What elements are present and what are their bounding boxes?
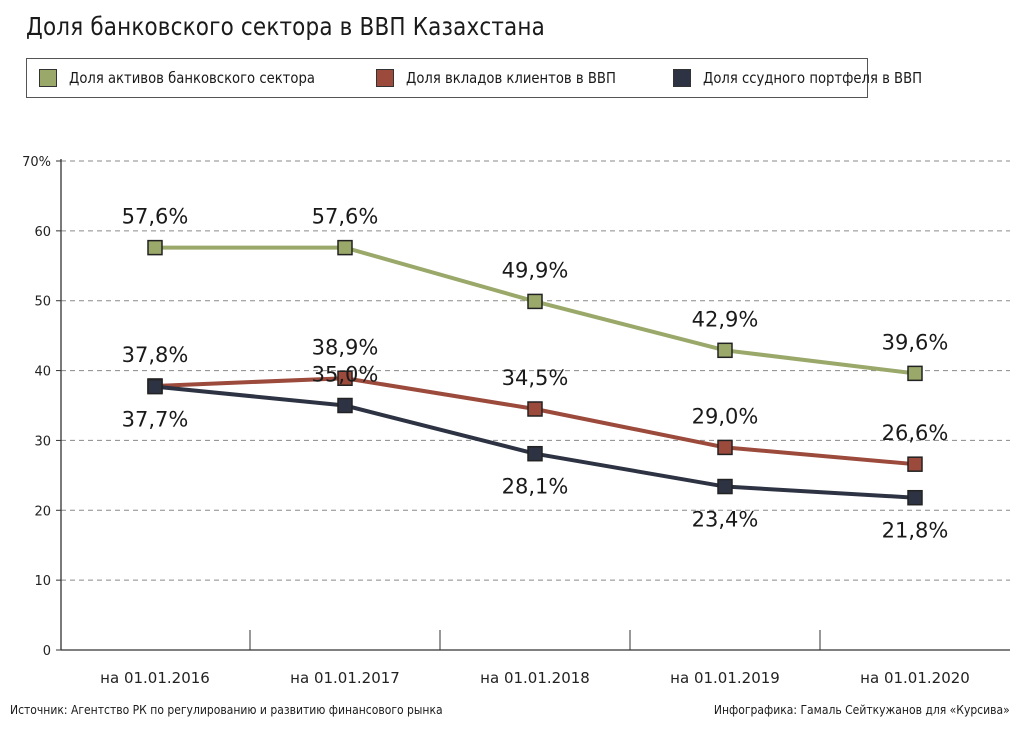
- y-tick-label: 50: [34, 295, 51, 310]
- data-label-assets: 39,6%: [882, 330, 949, 354]
- legend-item-loans: Доля ссудного портфеля в ВВП: [673, 69, 952, 87]
- data-label-assets: 49,9%: [502, 258, 569, 282]
- data-label-loans: 21,8%: [882, 519, 949, 543]
- legend-item-deposits: Доля вкладов клиентов в ВВП: [376, 69, 645, 87]
- y-tick-label: 0: [43, 644, 51, 659]
- data-point-loans: [527, 445, 543, 462]
- data-label-assets: 42,9%: [692, 307, 759, 331]
- data-point-assets: [717, 342, 733, 359]
- data-point-loans: [907, 489, 923, 506]
- y-tick-label: 10: [34, 574, 51, 589]
- data-point-deposits: [717, 439, 733, 456]
- data-label-deposits: 37,8%: [122, 343, 189, 367]
- data-point-assets: [907, 365, 923, 382]
- y-tick-label: 20: [34, 504, 51, 519]
- y-tick-label: 60: [34, 225, 51, 240]
- x-tick-label: на 01.01.2020: [860, 669, 970, 687]
- legend-label-deposits: Доля вкладов клиентов в ВВП: [406, 69, 617, 87]
- x-tick-label: на 01.01.2016: [100, 669, 210, 687]
- data-label-assets: 57,6%: [312, 205, 379, 229]
- legend-swatch-loans: [673, 69, 691, 87]
- data-point-loans: [337, 397, 353, 414]
- x-tick-label: на 01.01.2018: [480, 669, 590, 687]
- data-label-loans: 35,0%: [312, 363, 379, 387]
- legend-swatch-assets: [39, 69, 57, 87]
- chart-title: Доля банковского сектора в ВВП Казахстан…: [26, 12, 545, 41]
- legend-swatch-deposits: [376, 69, 395, 87]
- legend-label-loans: Доля ссудного портфеля в ВВП: [703, 69, 923, 87]
- data-label-deposits: 29,0%: [692, 404, 759, 428]
- data-label-loans: 23,4%: [692, 508, 759, 532]
- y-tick-label: 40: [34, 365, 51, 380]
- x-tick-label: на 01.01.2019: [670, 669, 780, 687]
- data-point-loans: [147, 378, 163, 395]
- y-tick-label: 70%: [22, 155, 51, 170]
- data-label-loans: 28,1%: [502, 475, 569, 499]
- source-note: Источник: Агентство РК по регулированию …: [10, 703, 443, 717]
- data-label-deposits: 34,5%: [502, 366, 569, 390]
- legend-item-assets: Доля активов банковского сектора: [39, 69, 348, 87]
- y-tick-label: 30: [34, 434, 51, 449]
- data-point-assets: [337, 239, 353, 256]
- x-tick-label: на 01.01.2017: [290, 669, 400, 687]
- data-point-deposits: [527, 401, 543, 417]
- data-point-assets: [147, 239, 163, 256]
- data-label-deposits: 38,9%: [312, 335, 379, 359]
- data-label-assets: 57,6%: [122, 205, 189, 229]
- data-label-loans: 37,7%: [122, 408, 189, 432]
- credit-note: Инфографика: Гамаль Сейткужанов для «Кур…: [714, 703, 1010, 717]
- data-point-deposits: [907, 456, 923, 472]
- data-point-loans: [717, 478, 733, 495]
- data-point-assets: [527, 293, 543, 310]
- data-point-deposits: [337, 370, 353, 387]
- data-label-deposits: 26,6%: [882, 421, 949, 445]
- chart-legend: Доля активов банковского сектора Доля вк…: [26, 58, 922, 98]
- legend-label-assets: Доля активов банковского сектора: [69, 69, 315, 87]
